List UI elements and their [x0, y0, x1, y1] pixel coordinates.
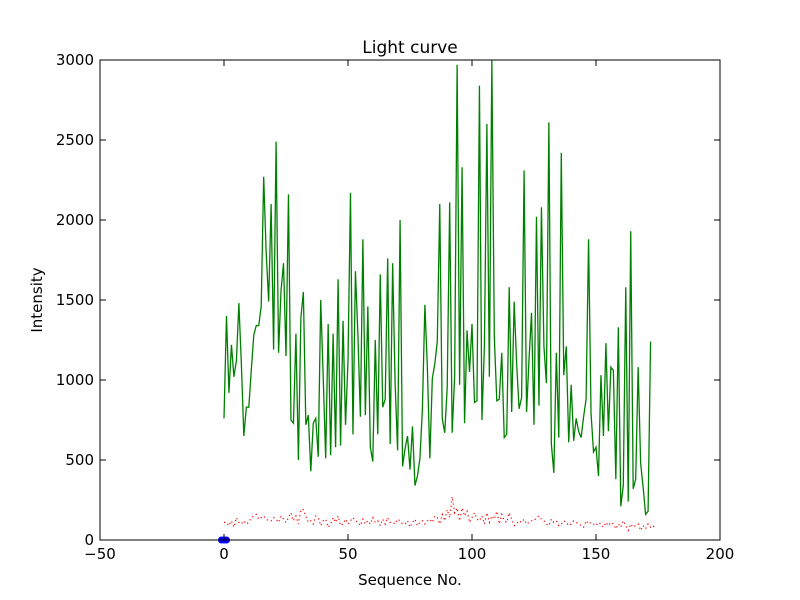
- x-tick-label: 150: [582, 545, 611, 563]
- y-tick-label: 500: [65, 451, 94, 469]
- x-tick-label: 100: [458, 545, 487, 563]
- series-line-signal: [223, 59, 652, 517]
- series-line-background: [224, 496, 656, 532]
- y-tick-label: 2000: [56, 211, 94, 229]
- y-axis-label: Intensity: [28, 267, 46, 332]
- x-tick-label: −50: [84, 545, 116, 563]
- x-tick-label: 0: [219, 545, 229, 563]
- y-tick-label: 3000: [56, 51, 94, 69]
- x-tick-label: 200: [706, 545, 735, 563]
- y-tick-label: 2500: [56, 131, 94, 149]
- chart-title: Light curve: [362, 38, 457, 58]
- y-tick-label: 1500: [56, 291, 94, 309]
- y-tick-label: 1000: [56, 371, 94, 389]
- y-tick-label: 0: [84, 531, 94, 549]
- x-tick-label: 50: [338, 545, 357, 563]
- x-axis-label: Sequence No.: [358, 571, 462, 589]
- plot-frame: [99, 59, 721, 541]
